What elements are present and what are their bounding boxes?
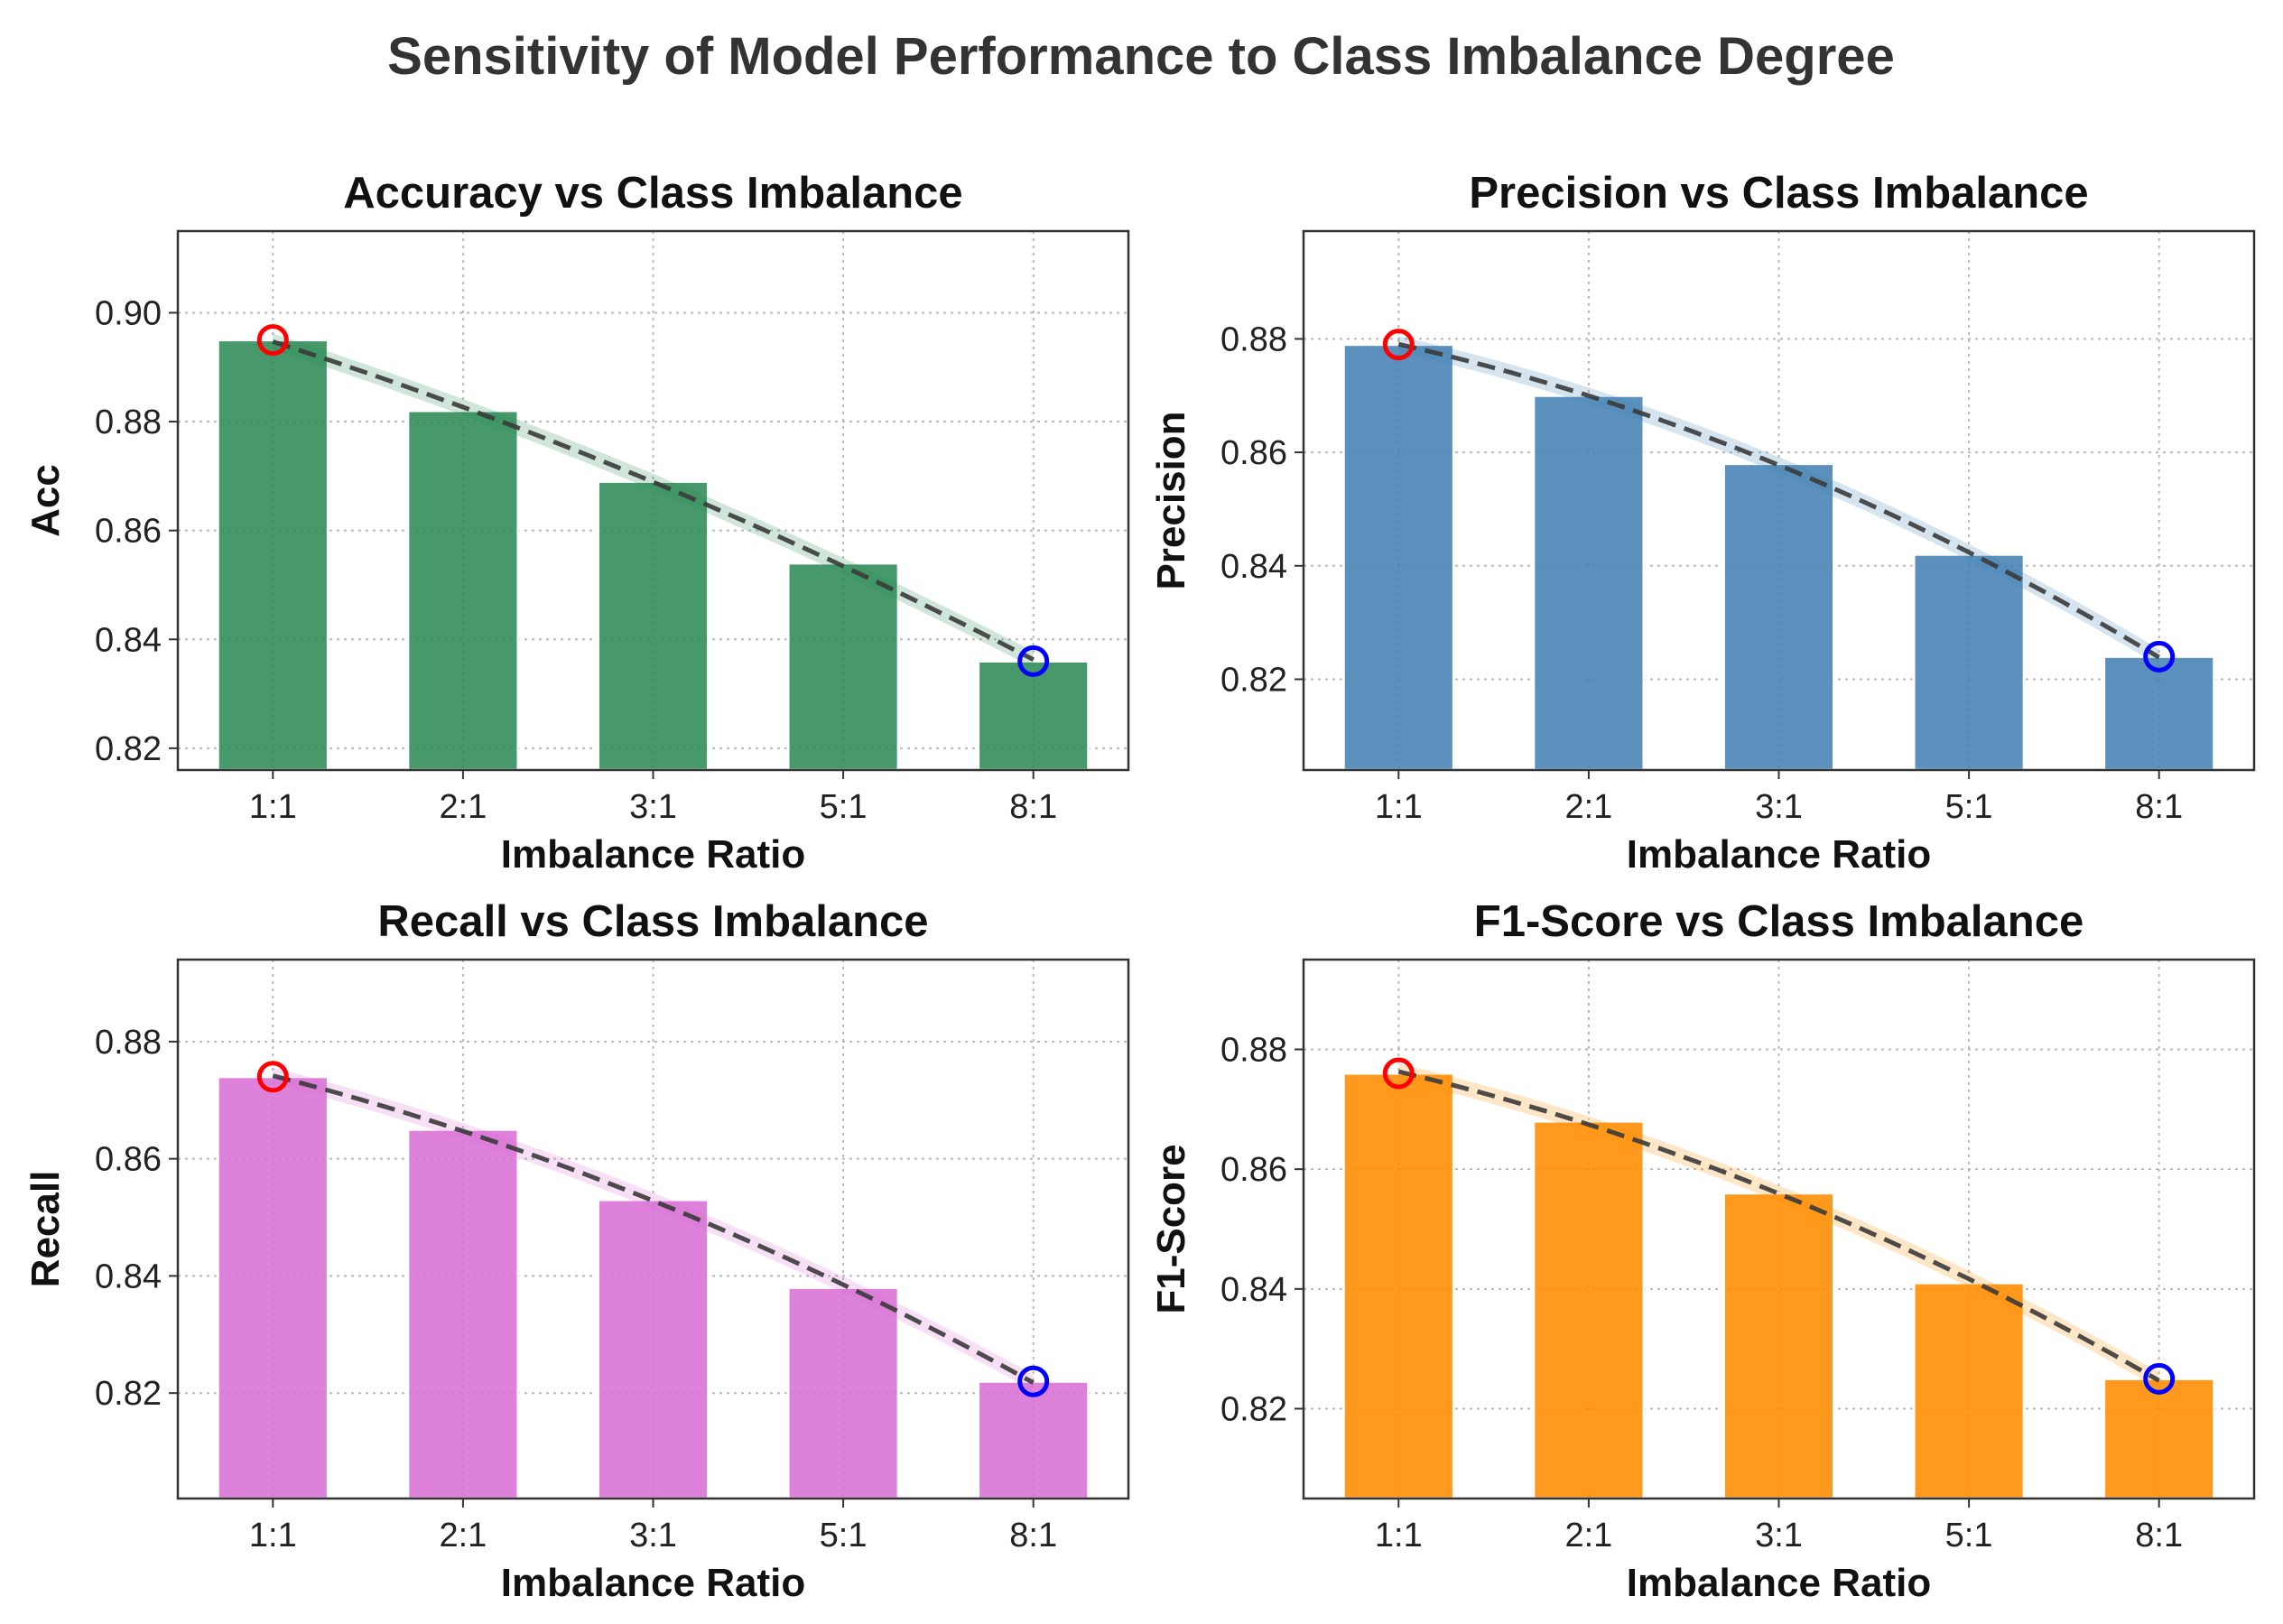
bar-3:1 (1722, 462, 1836, 772)
panel-title: Accuracy vs Class Imbalance (343, 169, 962, 218)
bar-1:1 (216, 339, 329, 772)
panel-2: 0.82 0.84 0.86 0.88 1:1 2:1 3:1 5:1 8:1 Precision… (1149, 169, 2256, 877)
trend-band (273, 333, 1034, 668)
bar-2:1 (1532, 1119, 1646, 1500)
y-axis-label: Precision (1149, 411, 1193, 589)
x-axis-label: Imbalance Ratio (501, 832, 805, 877)
panel-3: 0.82 0.84 0.86 0.88 1:1 2:1 3:1 5:1 8:1 Recall vs… (23, 897, 1130, 1605)
y-tick-label: 0.86 (1220, 434, 1287, 472)
y-tick-label: 0.84 (95, 621, 162, 659)
x-tick-label: 8:1 (1009, 788, 1057, 826)
x-tick-label: 8:1 (2135, 788, 2183, 826)
max-marker (1382, 1057, 1415, 1090)
x-tick-label: 1:1 (249, 1517, 297, 1554)
x-tick-label: 5:1 (820, 1517, 868, 1554)
y-tick-label: 0.82 (95, 730, 162, 768)
y-tick-label: 0.86 (95, 513, 162, 551)
panel-title: F1-Score vs Class Imbalance (1474, 897, 2083, 946)
bar-5:1 (786, 1285, 900, 1500)
panel-title: Recall vs Class Imbalance (377, 897, 928, 946)
x-tick-label: 8:1 (1009, 1517, 1057, 1554)
trend-band (273, 1067, 1034, 1391)
y-tick-label: 0.90 (95, 294, 162, 332)
y-tick-label: 0.82 (95, 1375, 162, 1413)
max-marker (256, 324, 289, 357)
trend-line (272, 1073, 1035, 1385)
y-axis-label: Acc (23, 464, 68, 537)
bar-1:1 (216, 1075, 329, 1500)
x-tick-label: 5:1 (1945, 1517, 1993, 1554)
bar-1:1 (1341, 1072, 1455, 1500)
x-tick-label: 2:1 (1564, 1517, 1612, 1554)
bar-8:1 (977, 1379, 1090, 1500)
x-axis-label: Imbalance Ratio (1627, 1561, 1931, 1605)
trend-band (1398, 336, 2159, 666)
x-tick-label: 8:1 (2135, 1517, 2183, 1554)
bar-2:1 (406, 1128, 520, 1500)
x-tick-label: 2:1 (1564, 788, 1612, 826)
trend-line (1397, 1069, 2160, 1383)
y-tick-label: 0.82 (1220, 661, 1287, 699)
bar-5:1 (1912, 552, 2026, 772)
bar-5:1 (786, 561, 900, 772)
x-tick-label: 1:1 (1375, 1517, 1423, 1554)
x-tick-label: 5:1 (1945, 788, 1993, 826)
bar-8:1 (2102, 654, 2216, 772)
y-tick-label: 0.84 (1220, 548, 1287, 586)
y-axis-label: F1-Score (1149, 1144, 1193, 1313)
max-marker (1382, 329, 1415, 361)
x-tick-label: 5:1 (820, 788, 868, 826)
figure-title: Sensitivity of Model Performance to Clas… (387, 27, 1895, 86)
bar-3:1 (596, 1198, 710, 1500)
y-axis-label: Recall (23, 1171, 68, 1288)
y-tick-label: 0.88 (1220, 1032, 1287, 1070)
panel-4: 0.82 0.84 0.86 0.88 1:1 2:1 3:1 5:1 8:1 F1-Score … (1149, 897, 2256, 1605)
x-tick-label: 2:1 (439, 788, 487, 826)
y-tick-label: 0.86 (1220, 1151, 1287, 1189)
trend-line (272, 339, 1035, 662)
y-tick-label: 0.82 (1220, 1391, 1287, 1429)
x-tick-label: 3:1 (629, 788, 677, 826)
bar-3:1 (1722, 1192, 1836, 1500)
y-tick-label: 0.84 (1220, 1271, 1287, 1309)
bar-8:1 (2102, 1377, 2216, 1500)
min-marker (1017, 645, 1050, 677)
bar-8:1 (977, 659, 1090, 772)
bar-5:1 (1912, 1281, 2026, 1500)
x-tick-label: 1:1 (1375, 788, 1423, 826)
y-tick-label: 0.84 (95, 1257, 162, 1295)
x-tick-label: 1:1 (249, 788, 297, 826)
bar-2:1 (406, 409, 520, 772)
panel-title: Precision vs Class Imbalance (1469, 169, 2088, 218)
x-tick-label: 3:1 (1755, 788, 1803, 826)
y-tick-label: 0.88 (1220, 320, 1287, 358)
x-tick-label: 2:1 (439, 1517, 487, 1554)
y-tick-label: 0.88 (95, 404, 162, 441)
min-marker (2143, 640, 2176, 673)
min-marker (1017, 1365, 1050, 1397)
x-tick-label: 3:1 (629, 1517, 677, 1554)
x-axis-label: Imbalance Ratio (1627, 832, 1931, 877)
x-axis-label: Imbalance Ratio (501, 1561, 805, 1605)
bar-3:1 (596, 479, 710, 772)
y-tick-label: 0.86 (95, 1141, 162, 1179)
trend-band (1398, 1063, 2159, 1389)
y-tick-label: 0.88 (95, 1024, 162, 1062)
bar-2:1 (1532, 394, 1646, 772)
min-marker (2143, 1362, 2176, 1395)
trend-line (1397, 341, 2160, 660)
bar-1:1 (1341, 343, 1455, 772)
x-tick-label: 3:1 (1755, 1517, 1803, 1554)
panel-1: 0.82 0.84 0.86 0.88 0.90 1:1 2:1 3:1 5:1 8:1 Accur… (23, 169, 1130, 877)
max-marker (256, 1061, 289, 1093)
